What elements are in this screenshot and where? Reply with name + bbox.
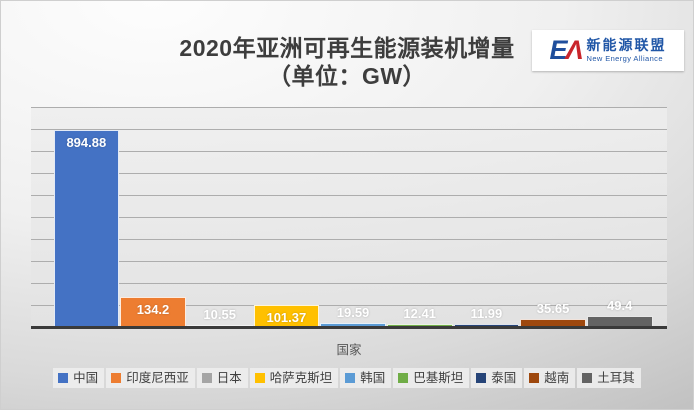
legend: 中国 印度尼西亚 日本 哈萨克斯坦 韩国 巴基斯坦 泰国 越南 土耳其 bbox=[1, 368, 693, 388]
legend-item-越南: 越南 bbox=[524, 368, 576, 388]
bar-value-label: 894.88 bbox=[66, 135, 107, 151]
x-axis-label: 国家 bbox=[336, 343, 362, 357]
bar-value-label: 19.59 bbox=[336, 304, 370, 320]
bar-value-label: 35.65 bbox=[536, 301, 570, 317]
bar-value-label: 134.2 bbox=[136, 302, 170, 318]
legend-swatch-icon bbox=[254, 373, 265, 383]
chart-title-line1: 2020年亚洲可再生能源装机增量 bbox=[179, 35, 515, 61]
legend-label: 哈萨克斯坦 bbox=[269, 371, 333, 385]
bar-group-4: 19.59 bbox=[320, 107, 387, 327]
legend-label: 韩国 bbox=[360, 371, 386, 385]
legend-item-中国: 中国 bbox=[53, 368, 105, 388]
legend-label: 印度尼西亚 bbox=[126, 371, 189, 385]
legend-swatch-icon bbox=[111, 373, 122, 383]
logo-letter-a: Λ bbox=[565, 35, 584, 65]
legend-label: 越南 bbox=[544, 371, 570, 385]
bar-group-6: 11.99 bbox=[453, 107, 520, 327]
legend-label: 中国 bbox=[73, 371, 99, 385]
legend-swatch-icon bbox=[582, 373, 593, 383]
legend-item-泰国: 泰国 bbox=[471, 368, 523, 388]
legend-swatch-icon bbox=[201, 373, 212, 383]
chart-title-unit: （单位：GW） bbox=[267, 63, 427, 89]
bar-group-3: 101.37 bbox=[253, 107, 320, 327]
bar-group-2: 10.55 bbox=[186, 107, 253, 327]
logo-ea-monogram-icon: EΛ bbox=[549, 35, 584, 65]
legend-swatch-icon bbox=[345, 373, 356, 383]
legend-label: 泰国 bbox=[491, 371, 517, 385]
chart-title: 2020年亚洲可再生能源装机增量 （单位：GW） bbox=[1, 34, 693, 90]
logo-chinese-name: 新能源联盟 bbox=[586, 37, 667, 54]
legend-item-巴基斯坦: 巴基斯坦 bbox=[393, 368, 470, 388]
bar-group-1: 134.2 bbox=[120, 107, 187, 327]
legend-item-韩国: 韩国 bbox=[340, 368, 392, 388]
bar-value-label: 101.37 bbox=[266, 309, 307, 325]
bar-value-label: 49.4 bbox=[607, 298, 633, 314]
legend-swatch-icon bbox=[529, 373, 540, 383]
x-axis-line bbox=[31, 326, 667, 329]
bar-group-0: 894.88 bbox=[53, 107, 120, 327]
legend-item-印度尼西亚: 印度尼西亚 bbox=[106, 368, 195, 388]
legend-swatch-icon bbox=[476, 373, 487, 383]
logo-english-name: New Energy Alliance bbox=[586, 53, 663, 63]
bar-group-8: 49.4 bbox=[586, 107, 653, 327]
legend-label: 日本 bbox=[216, 371, 242, 385]
bar-value-label: 10.55 bbox=[203, 306, 236, 322]
bar-value-label: 11.99 bbox=[470, 306, 503, 322]
legend-item-日本: 日本 bbox=[196, 368, 248, 388]
bar-group-5: 12.41 bbox=[386, 107, 453, 327]
legend-label: 土耳其 bbox=[597, 371, 635, 385]
legend-swatch-icon bbox=[398, 373, 409, 383]
legend-swatch-icon bbox=[58, 373, 69, 383]
company-logo: EΛ 新能源联盟 New Energy Alliance bbox=[532, 30, 684, 71]
plot-area: 894.88 134.2 10.55 101.37 19.59 12.41 11.99 35.… bbox=[31, 107, 667, 329]
bars-container: 894.88 134.2 10.55 101.37 19.59 12.41 11.99 35.… bbox=[53, 107, 653, 327]
legend-label: 巴基斯坦 bbox=[413, 371, 464, 385]
bar-group-7: 35.65 bbox=[520, 107, 587, 327]
logo-letter-e: E bbox=[549, 35, 567, 65]
legend-item-哈萨克斯坦: 哈萨克斯坦 bbox=[249, 368, 339, 388]
legend-item-土耳其: 土耳其 bbox=[577, 368, 641, 388]
bar-中国 bbox=[53, 130, 120, 327]
logo-text: 新能源联盟 New Energy Alliance bbox=[587, 39, 667, 63]
bar-value-label: 12.41 bbox=[403, 306, 436, 322]
